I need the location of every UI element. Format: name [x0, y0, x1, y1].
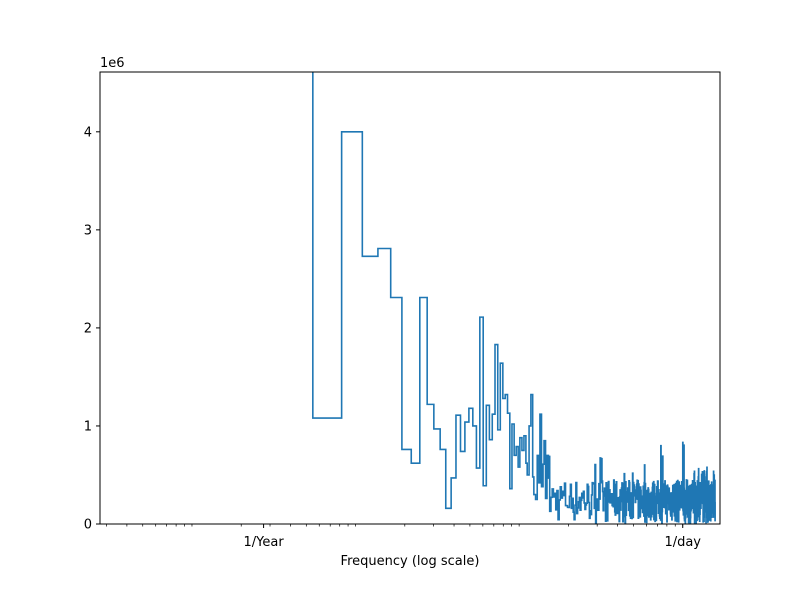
y-tick-label: 3 — [84, 223, 92, 238]
axes-frame — [99, 71, 721, 525]
y-tick-label: 1 — [84, 419, 92, 434]
y-tick-label: 0 — [84, 518, 92, 533]
plot-area — [312, 72, 716, 524]
y-multiplier-label: 1e6 — [100, 56, 125, 71]
x-axis-label: Frequency (log scale) — [341, 554, 480, 569]
x-tick-label: 1/day — [664, 535, 701, 550]
series-line-0 — [312, 72, 716, 524]
y-tick-label: 4 — [84, 125, 92, 140]
x-tick-label: 1/Year — [243, 535, 284, 550]
ticks-layer: 0 1 2 3 4 1/Year 1/day — [84, 125, 702, 550]
y-tick-label: 2 — [84, 321, 92, 336]
